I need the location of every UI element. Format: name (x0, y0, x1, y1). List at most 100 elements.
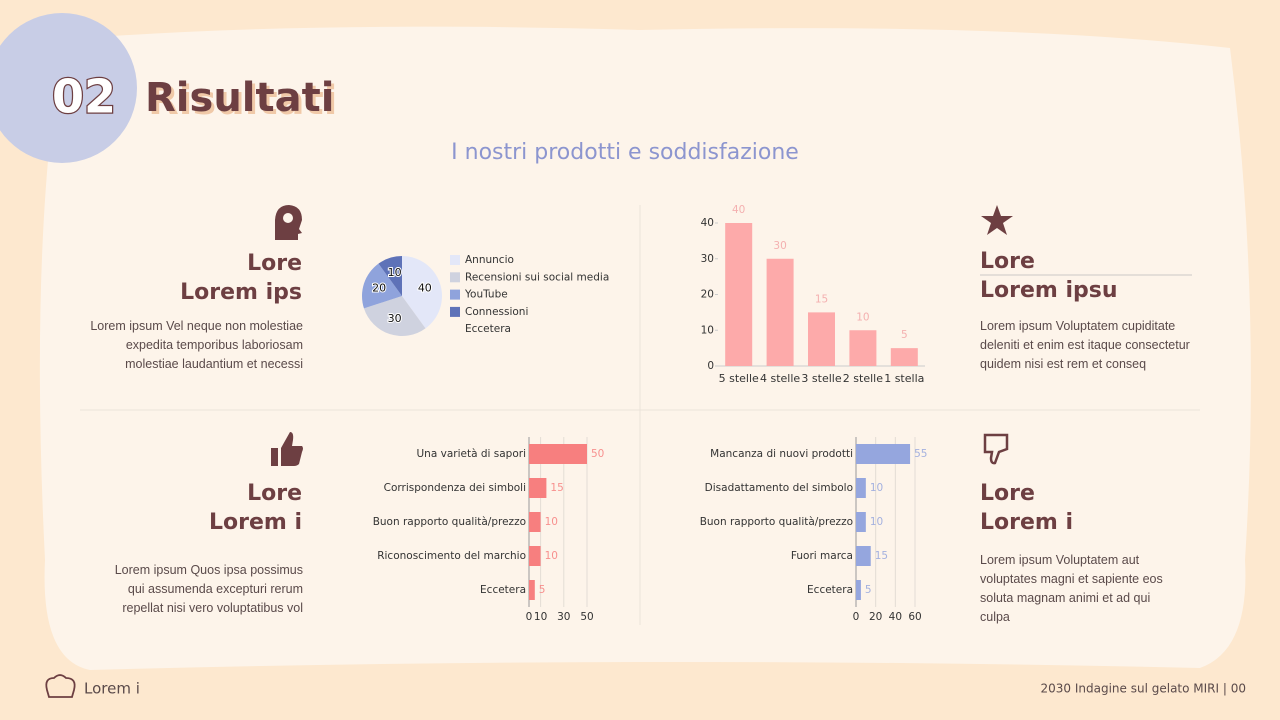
bar (529, 580, 535, 600)
icons (45, 205, 1013, 698)
x-tick-label: 1 stella (884, 372, 924, 385)
content-panel (39, 26, 1251, 670)
bar (856, 444, 911, 464)
x-tick-label: 5 stelle (719, 372, 759, 385)
x-tick-label: 40 (889, 611, 902, 623)
x-tick-label: 0 (526, 611, 533, 623)
bar (856, 546, 871, 566)
legend-label: Connessioni (465, 306, 528, 318)
block-heading: Lore Lorem i (209, 479, 302, 537)
y-tick-label: 10 (701, 324, 714, 336)
value-label: 15 (815, 293, 828, 305)
heading-line: Lore (980, 249, 1035, 274)
category-label: Eccetera (480, 584, 526, 596)
x-tick-label: 50 (580, 611, 593, 623)
bar (856, 512, 866, 532)
heading-line: Lorem i (208, 510, 302, 535)
slice-label: 20 (372, 282, 386, 295)
bar (849, 330, 877, 366)
block-heading: Lore Lorem ipsu (980, 247, 1118, 305)
chef-icon (45, 674, 76, 698)
category-label: Buon rapporto qualità/prezzo (373, 516, 526, 528)
heading-line: Lore (247, 481, 302, 506)
category-label: Riconoscimento del marchio (377, 550, 526, 562)
category-label: Eccetera (807, 584, 853, 596)
pie-slice (361, 263, 402, 309)
bulb (283, 213, 293, 223)
block-heading: Lore Lorem i (980, 479, 1073, 537)
x-tick-label: 2 stelle (843, 372, 883, 385)
legend-label: Recensioni sui social media (465, 271, 609, 283)
legend-swatch (450, 255, 460, 265)
heading-line: Lore (980, 481, 1035, 506)
block-body: Lorem ipsum Voluptatem aut voluptates ma… (980, 553, 1163, 624)
value-label: 10 (856, 311, 869, 323)
value-label: 15 (875, 550, 888, 562)
x-tick-label: 20 (869, 611, 882, 623)
block-heading: Lore Lorem ips (180, 249, 302, 307)
pie-slice (378, 256, 402, 296)
value-label: 5 (901, 329, 908, 341)
y-tick-label: 20 (701, 289, 714, 301)
star-icon (981, 205, 1013, 235)
value-label: 10 (545, 516, 558, 528)
category-label: Una varietà di sapori (417, 448, 527, 460)
footer-left: Lorem i (84, 680, 140, 698)
value-label: 55 (914, 448, 927, 460)
value-label: 5 (865, 584, 872, 596)
block-body: Lorem ipsum Quos ipsa possimus qui assum… (114, 563, 303, 615)
bar (725, 223, 753, 366)
bar (856, 580, 861, 600)
legend-label: YouTube (464, 289, 508, 301)
x-tick-label: 10 (534, 611, 547, 623)
heading-line: Lore (247, 251, 302, 276)
legend-label: Annuncio (465, 254, 514, 266)
value-label: 5 (539, 584, 546, 596)
slice-label: 40 (418, 282, 432, 295)
y-tick-label: 40 (701, 217, 714, 229)
bar (529, 512, 541, 532)
x-tick-label: 30 (557, 611, 570, 623)
bar (529, 444, 587, 464)
value-label: 10 (870, 516, 883, 528)
value-label: 40 (732, 204, 745, 216)
thumb-up-icon (271, 432, 303, 466)
value-label: 10 (870, 482, 883, 494)
y-tick-label: 30 (701, 253, 714, 265)
pie-slice (363, 296, 426, 337)
x-tick-label: 4 stelle (760, 372, 800, 385)
x-tick-label: 0 (853, 611, 860, 623)
value-label: 30 (773, 240, 786, 252)
category-label: Corrispondenza dei simboli (384, 482, 526, 494)
legend-swatch (450, 289, 460, 300)
bar (766, 258, 794, 366)
section-number: 02 (52, 70, 116, 124)
x-tick-label: 60 (908, 611, 921, 623)
slice-label: 30 (388, 312, 402, 325)
subtitle: I nostri prodotti e soddisfazione (451, 140, 799, 165)
decor-circle (0, 13, 137, 163)
category-label: Fuori marca (791, 550, 853, 562)
value-label: 50 (591, 448, 604, 460)
y-tick-label: 0 (707, 360, 714, 372)
block-body: Lorem ipsum Vel neque non molestiae expe… (90, 319, 303, 371)
thumb-down-icon (983, 433, 1009, 465)
bar (890, 348, 918, 366)
x-tick-label: 3 stelle (801, 372, 841, 385)
slide-title: Risultati (145, 75, 334, 121)
legend-label: Eccetera (465, 323, 511, 335)
category-label: Mancanza di nuovi prodotti (710, 448, 853, 460)
bar (529, 478, 547, 498)
bar (808, 312, 835, 366)
block-body: Lorem ipsum Voluptatem cupiditate deleni… (980, 319, 1190, 371)
legend-swatch (450, 272, 460, 283)
legend-swatch (450, 324, 460, 335)
value-label: 10 (545, 550, 558, 562)
value-label: 15 (550, 482, 563, 494)
heading-line: Lorem ips (180, 280, 302, 305)
pie-slice (402, 256, 443, 329)
heading-line: Lorem ipsu (980, 278, 1118, 303)
legend-swatch (450, 306, 460, 317)
